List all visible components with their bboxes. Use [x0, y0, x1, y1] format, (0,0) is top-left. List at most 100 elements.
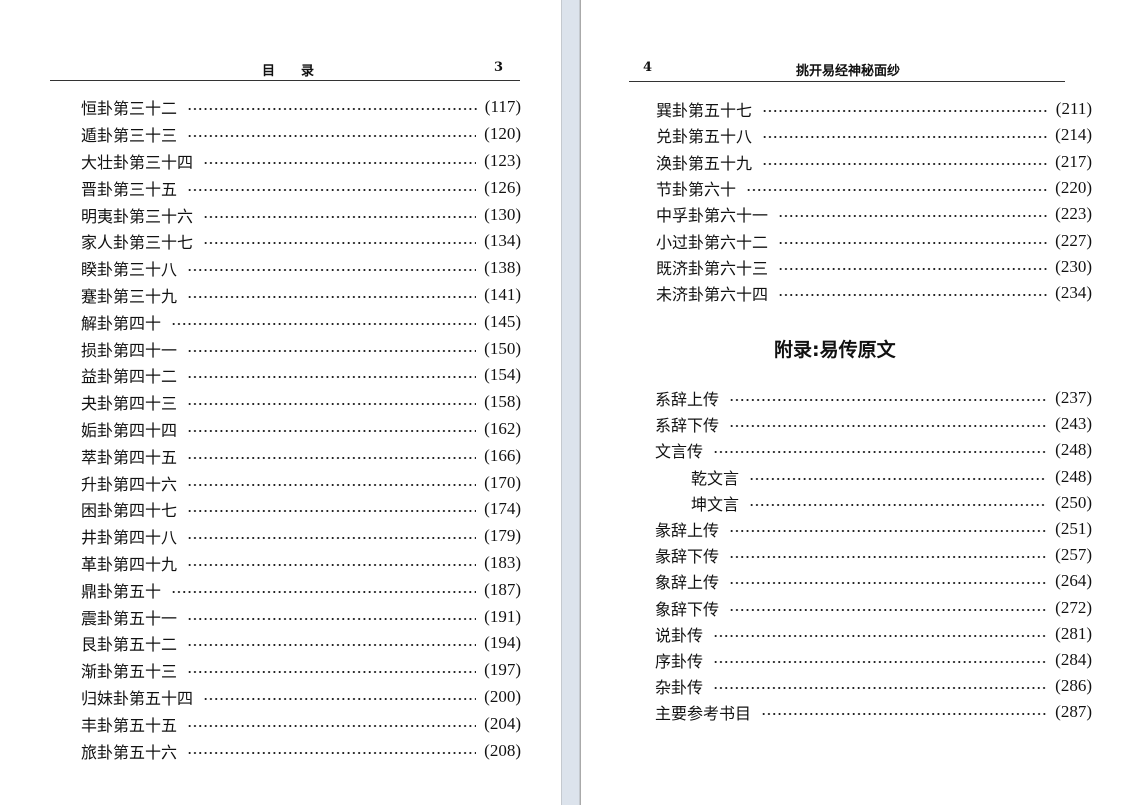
toc-entry[interactable]: 未济卦第六十四 (234) [656, 280, 1092, 306]
entry-title: 象辞下传 [655, 599, 720, 619]
entry-page-number: (191) [484, 606, 521, 626]
dot-leader [187, 455, 477, 460]
entry-page-number: (220) [1055, 178, 1092, 198]
toc-entry[interactable]: 井卦第四十八 (179) [81, 523, 521, 550]
toc-entry[interactable]: 升卦第四十六 (170) [81, 469, 521, 496]
toc-entry[interactable]: 巽卦第五十七 (211) [656, 96, 1092, 122]
dot-leader [187, 750, 477, 755]
dot-leader [187, 509, 477, 514]
entry-title: 归妹卦第五十四 [81, 688, 194, 708]
toc-entry[interactable]: 系辞上传 (237) [655, 385, 1092, 411]
toc-entry[interactable]: 坤文言 (250) [655, 490, 1092, 516]
dot-leader [729, 581, 1048, 586]
toc-entry[interactable]: 明夷卦第三十六 (130) [81, 201, 521, 228]
entry-page-number: (187) [484, 579, 521, 599]
toc-entry[interactable]: 节卦第六十 (220) [656, 175, 1092, 201]
toc-entry[interactable]: 乾文言 (248) [655, 464, 1092, 490]
toc-entry[interactable]: 说卦传 (281) [655, 621, 1092, 647]
dot-leader [187, 348, 477, 353]
toc-entry[interactable]: 中孚卦第六十一 (223) [656, 201, 1092, 227]
entry-page-number: (150) [484, 338, 521, 358]
toc-entry[interactable]: 旅卦第五十六 (208) [81, 737, 521, 764]
page-number: 4 [643, 60, 653, 75]
toc-entry[interactable]: 杂卦传 (286) [655, 673, 1092, 699]
entry-page-number: (120) [484, 124, 521, 144]
toc-entry[interactable]: 晋卦第三十五 (126) [81, 174, 521, 201]
toc-entry[interactable]: 序卦传 (284) [655, 647, 1092, 673]
toc-entry[interactable]: 革卦第四十九 (183) [81, 550, 521, 577]
toc-entry[interactable]: 鼎卦第五十 (187) [81, 576, 521, 603]
entry-page-number: (134) [484, 231, 521, 251]
toc-entry[interactable]: 文言传 (248) [655, 437, 1092, 463]
entry-title: 旅卦第五十六 [81, 742, 178, 762]
dot-leader [187, 643, 477, 648]
toc-entry[interactable]: 象辞下传 (272) [655, 595, 1092, 621]
entry-page-number: (286) [1055, 676, 1092, 696]
toc-entry[interactable]: 归妹卦第五十四 (200) [81, 684, 521, 711]
toc-entry[interactable]: 震卦第五十一 (191) [81, 603, 521, 630]
toc-entry[interactable]: 解卦第四十 (145) [81, 308, 521, 335]
toc-entry[interactable]: 小过卦第六十二 (227) [656, 227, 1092, 253]
left-page: 目 录 3 恒卦第三十二 (117) 遁卦第三十三 (120) 大壮卦第三十四 (123)… [0, 0, 561, 805]
entry-title: 彖辞下传 [655, 547, 720, 567]
dot-leader [713, 633, 1048, 638]
toc-entry[interactable]: 象辞上传 (264) [655, 568, 1092, 594]
entry-page-number: (234) [1055, 283, 1092, 303]
dot-leader [762, 161, 1048, 166]
entry-title: 困卦第四十七 [81, 501, 178, 521]
toc-entry[interactable]: 恒卦第三十二 (117) [81, 94, 521, 121]
toc-entry[interactable]: 渐卦第五十三 (197) [81, 657, 521, 684]
right-page: 4 挑开易经神秘面纱 巽卦第五十七 (211) 兑卦第五十八 (214) 涣卦第五十九 (… [580, 0, 1132, 805]
dot-leader [187, 187, 477, 192]
toc-entry[interactable]: 艮卦第五十二 (194) [81, 630, 521, 657]
entry-title: 震卦第五十一 [81, 608, 178, 628]
entry-title: 明夷卦第三十六 [81, 206, 194, 226]
toc-entry[interactable]: 益卦第四十二 (154) [81, 362, 521, 389]
entry-title: 象辞上传 [655, 573, 720, 593]
dot-leader [749, 476, 1048, 481]
toc-entry[interactable]: 损卦第四十一 (150) [81, 335, 521, 362]
toc-list: 巽卦第五十七 (211) 兑卦第五十八 (214) 涣卦第五十九 (217) 节卦第六十 (2… [656, 96, 1092, 306]
toc-entry[interactable]: 主要参考书目 (287) [655, 699, 1092, 725]
dot-leader [203, 214, 477, 219]
entry-page-number: (154) [484, 365, 521, 385]
entry-title: 中孚卦第六十一 [656, 206, 769, 226]
toc-entry[interactable]: 大壮卦第三十四 (123) [81, 148, 521, 175]
toc-entry[interactable]: 遁卦第三十三 (120) [81, 121, 521, 148]
dot-leader [187, 670, 477, 675]
toc-entry[interactable]: 兑卦第五十八 (214) [656, 122, 1092, 148]
toc-entry[interactable]: 既济卦第六十三 (230) [656, 254, 1092, 280]
dot-leader [187, 723, 477, 728]
toc-entry[interactable]: 蹇卦第三十九 (141) [81, 282, 521, 309]
header-rule [629, 81, 1065, 82]
toc-entry[interactable]: 睽卦第三十八 (138) [81, 255, 521, 282]
toc-entry[interactable]: 彖辞下传 (257) [655, 542, 1092, 568]
toc-entry[interactable]: 困卦第四十七 (174) [81, 496, 521, 523]
dot-leader [187, 375, 477, 380]
entry-title: 既济卦第六十三 [656, 258, 769, 278]
entry-page-number: (248) [1055, 440, 1092, 460]
dot-leader [713, 686, 1048, 691]
entry-page-number: (214) [1055, 125, 1092, 145]
dot-leader [187, 482, 477, 487]
toc-list: 恒卦第三十二 (117) 遁卦第三十三 (120) 大壮卦第三十四 (123) 晋卦第三十五… [81, 94, 521, 764]
entry-page-number: (126) [484, 177, 521, 197]
entry-page-number: (204) [484, 713, 521, 733]
dot-leader [761, 712, 1048, 717]
dot-leader [778, 240, 1048, 245]
dot-leader [187, 616, 477, 621]
toc-entry[interactable]: 姤卦第四十四 (162) [81, 416, 521, 443]
toc-entry[interactable]: 夬卦第四十三 (158) [81, 389, 521, 416]
dot-leader [187, 294, 477, 299]
toc-entry[interactable]: 萃卦第四十五 (166) [81, 442, 521, 469]
entry-title: 系辞下传 [655, 416, 720, 436]
entry-page-number: (158) [484, 392, 521, 412]
entry-page-number: (170) [484, 472, 521, 492]
toc-entry[interactable]: 家人卦第三十七 (134) [81, 228, 521, 255]
dot-leader [729, 398, 1048, 403]
toc-entry[interactable]: 涣卦第五十九 (217) [656, 149, 1092, 175]
toc-entry[interactable]: 丰卦第五十五 (204) [81, 710, 521, 737]
entry-title: 井卦第四十八 [81, 528, 178, 548]
toc-entry[interactable]: 系辞下传 (243) [655, 411, 1092, 437]
toc-entry[interactable]: 彖辞上传 (251) [655, 516, 1092, 542]
